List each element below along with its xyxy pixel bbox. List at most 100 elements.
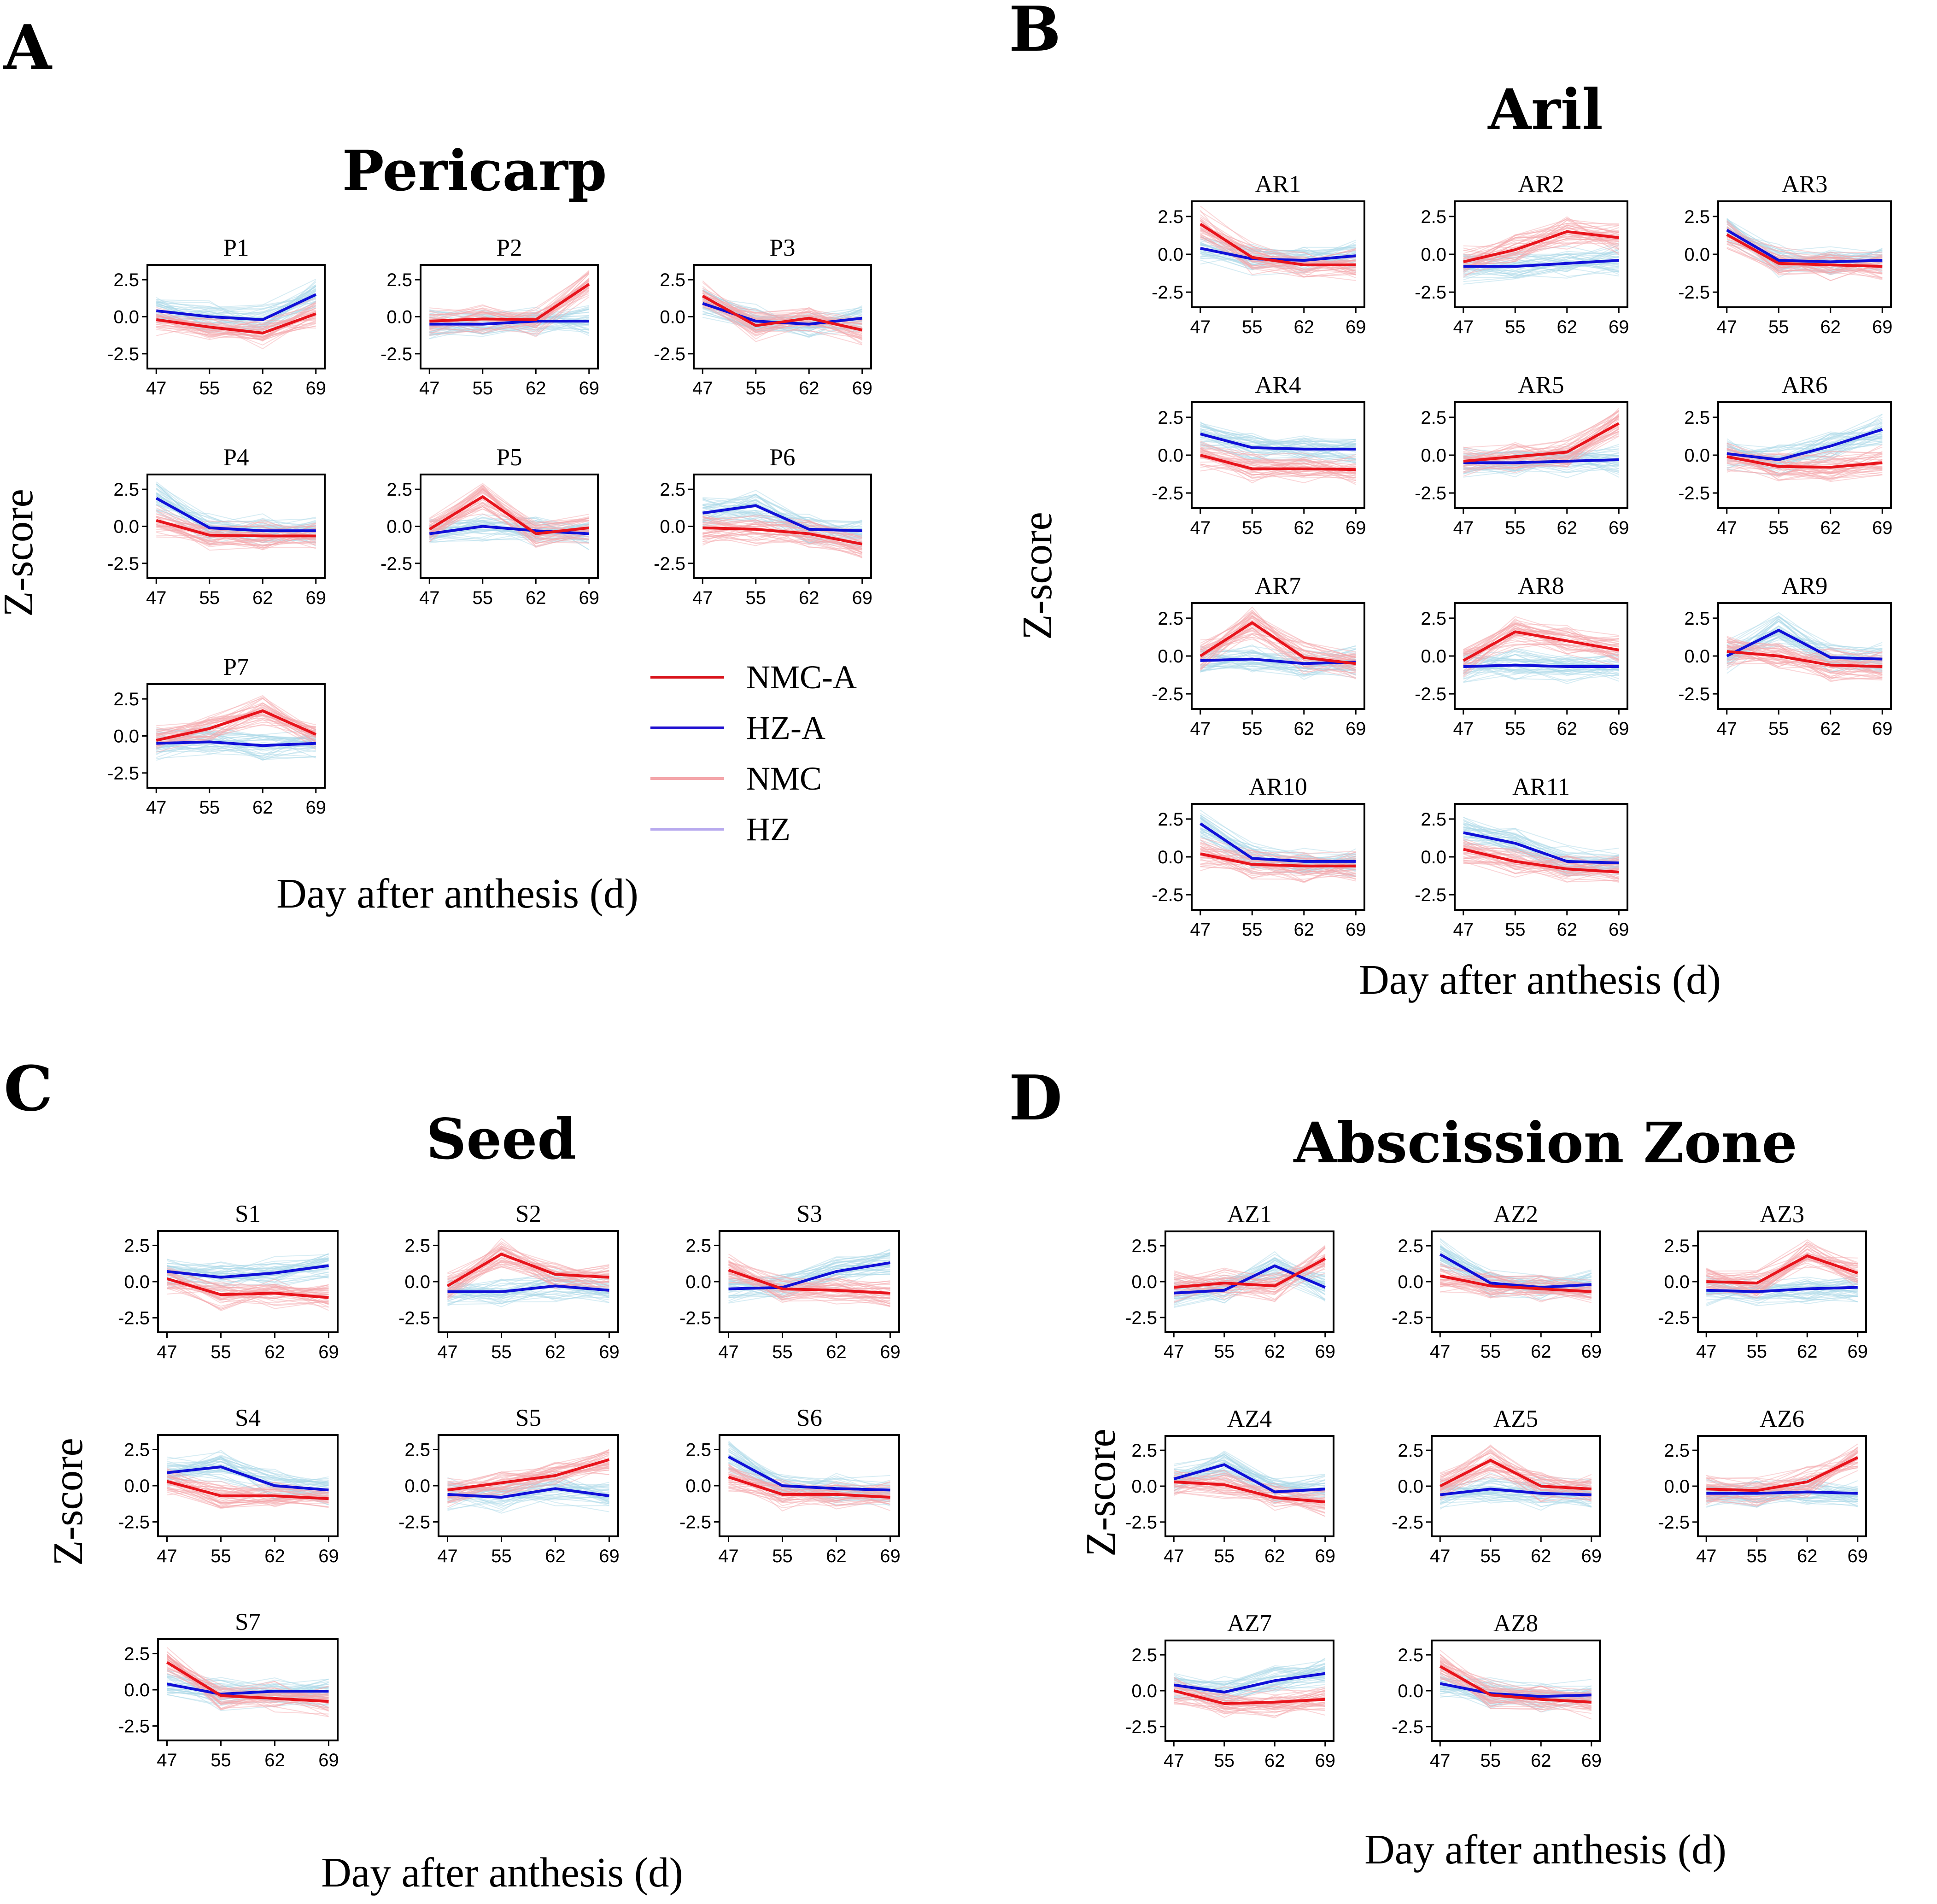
gene-trace [1726, 647, 1883, 656]
gene-trace [1463, 253, 1619, 276]
hz-a-line-az3 [1706, 1286, 1858, 1293]
gene-trace [1440, 1695, 1592, 1708]
gene-trace [1463, 651, 1619, 674]
gene-trace [1726, 438, 1883, 460]
panel-letter-b: B [1009, 0, 1061, 65]
gene-trace [1173, 1474, 1325, 1506]
gene-trace [429, 487, 589, 540]
nmc-a-line-az5 [1439, 1459, 1592, 1491]
x-tick-label: 69 [318, 1750, 339, 1770]
x-tick-label: 69 [1848, 1546, 1868, 1566]
x-tick-label: 62 [1557, 719, 1578, 739]
gene-trace [1463, 626, 1619, 674]
subplot-s2: S2 2.5 0.0 -2.5 47 55 62 69 [398, 1201, 620, 1362]
subplot-title-s2: S2 [515, 1201, 541, 1227]
gene-trace [1706, 1492, 1858, 1503]
subplot-title-s3: S3 [796, 1201, 822, 1227]
gene-trace [1726, 645, 1883, 662]
subplot-s3: S3 2.5 0.0 -2.5 47 55 62 69 [679, 1201, 901, 1362]
gene-trace [1463, 862, 1619, 880]
gene-trace [429, 517, 589, 531]
gene-trace [1463, 231, 1619, 257]
gene-trace [167, 1459, 329, 1500]
subplot-az5: AZ5 2.5 0.0 -2.5 47 55 62 69 [1392, 1406, 1602, 1566]
x-tick-label: 47 [718, 1546, 739, 1566]
gene-trace [447, 1255, 609, 1293]
gene-trace [728, 1253, 890, 1280]
gene-trace [1200, 218, 1356, 272]
gene-trace [447, 1471, 609, 1495]
panel-letter-c: C [4, 1052, 53, 1125]
gene-trace [1200, 657, 1356, 675]
gene-trace [447, 1265, 609, 1289]
gene-trace [1200, 638, 1356, 664]
gene-trace [1463, 665, 1619, 682]
gene-trace [728, 1454, 890, 1493]
gene-trace [1200, 235, 1356, 281]
gene-trace [1726, 467, 1883, 475]
gene-trace [1726, 451, 1883, 473]
gene-trace [1200, 220, 1356, 270]
gene-trace [728, 1465, 890, 1506]
gene-trace [728, 1468, 890, 1502]
gene-trace [1440, 1460, 1592, 1487]
gene-trace [702, 528, 863, 553]
gene-trace [1726, 457, 1883, 474]
gene-trace [1174, 1687, 1325, 1707]
gene-trace [1463, 245, 1619, 277]
hz-a-line-ar1 [1200, 246, 1356, 262]
legend-label-hz-a: HZ-A [746, 709, 825, 746]
gene-trace [1200, 651, 1356, 673]
gene-trace [728, 1442, 890, 1500]
gene-trace [1440, 1660, 1592, 1710]
gene-trace [167, 1468, 329, 1500]
gene-trace [1726, 640, 1883, 667]
gene-trace [429, 271, 590, 321]
gene-trace [1200, 614, 1356, 661]
y-tick-label: 0.0 [1131, 1272, 1157, 1292]
x-tick-label: 47 [1453, 719, 1474, 739]
gene-trace [156, 301, 316, 326]
gene-trace [728, 1252, 890, 1297]
gene-trace [1463, 224, 1619, 274]
gene-trace [1200, 832, 1356, 873]
gene-trace [1440, 1252, 1592, 1282]
gene-trace [167, 1265, 329, 1286]
gene-trace [1726, 633, 1883, 657]
y-tick-label: 0.0 [685, 1272, 711, 1292]
x-tick-label: 69 [1346, 518, 1366, 538]
y-tick-label: 0.0 [113, 517, 139, 537]
gene-trace [1174, 1664, 1326, 1699]
subplot-p7: P7 2.5 0.0 -2.5 47 55 62 69 [107, 654, 326, 818]
gene-trace [1726, 220, 1883, 273]
gene-trace [1200, 820, 1356, 859]
gene-trace [156, 739, 316, 753]
gene-trace [728, 1486, 890, 1497]
gene-trace [1463, 826, 1619, 870]
gene-trace [429, 489, 590, 534]
gene-trace [1174, 1660, 1325, 1686]
gene-trace [1440, 1246, 1592, 1284]
gene-trace [1726, 648, 1883, 668]
gene-trace [429, 523, 589, 532]
y-tick-label: -2.5 [1415, 483, 1446, 504]
gene-trace [1726, 452, 1883, 478]
gene-trace [1463, 448, 1619, 469]
gene-trace [1463, 840, 1619, 876]
gene-trace [447, 1479, 609, 1501]
gene-trace [1463, 828, 1619, 855]
gene-trace [1463, 239, 1619, 278]
gene-trace [447, 1470, 609, 1485]
gene-trace [728, 1460, 890, 1505]
gene-trace [1463, 650, 1619, 671]
gene-trace [1200, 851, 1356, 873]
gene-trace [1200, 436, 1356, 447]
y-tick-label: -2.5 [1415, 684, 1446, 704]
gene-trace [447, 1282, 609, 1300]
gene-trace [702, 288, 863, 330]
gene-trace [1463, 455, 1619, 475]
gene-trace [167, 1452, 329, 1483]
hz-a-line-ar8 [1463, 663, 1619, 668]
gene-trace [1200, 234, 1356, 274]
gene-trace [1463, 435, 1619, 466]
